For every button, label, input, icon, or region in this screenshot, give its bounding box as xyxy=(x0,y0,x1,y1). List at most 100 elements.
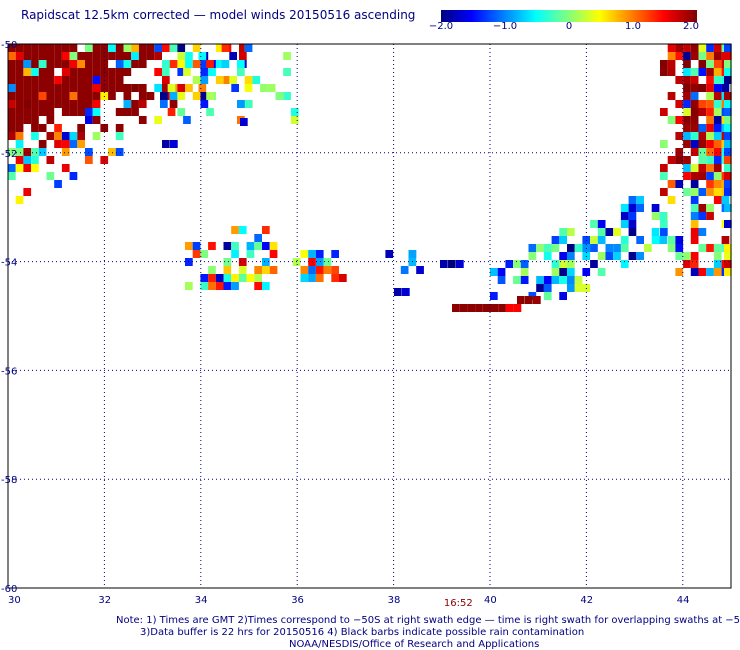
data-cell xyxy=(690,148,699,156)
data-cell xyxy=(77,52,85,60)
data-cell xyxy=(15,44,24,52)
data-cell xyxy=(237,60,245,68)
data-cell xyxy=(123,100,132,108)
data-cell xyxy=(315,258,324,266)
data-cell xyxy=(713,116,722,124)
data-cell xyxy=(15,196,24,204)
data-cell xyxy=(706,212,714,220)
data-cell xyxy=(683,68,691,76)
data-cell xyxy=(713,132,722,140)
data-cell xyxy=(61,108,70,116)
data-cell xyxy=(177,52,186,60)
data-cell xyxy=(237,68,245,76)
data-cell xyxy=(690,236,699,244)
data-cell xyxy=(290,108,299,116)
data-cell xyxy=(706,100,714,108)
data-cell xyxy=(698,244,707,252)
data-cell xyxy=(698,132,707,140)
data-cell xyxy=(23,100,32,108)
data-cell xyxy=(628,212,637,220)
data-cell xyxy=(505,260,514,268)
data-cell xyxy=(92,108,101,116)
data-cell xyxy=(533,296,541,304)
data-cell xyxy=(231,250,239,258)
colorbar-tick-label: −1.0 xyxy=(492,21,518,32)
data-cell xyxy=(46,84,55,92)
data-cell xyxy=(713,108,722,116)
data-cell xyxy=(323,266,332,274)
data-cell xyxy=(85,52,93,60)
data-cell xyxy=(85,156,93,164)
data-cell xyxy=(31,68,39,76)
data-cell xyxy=(31,52,39,60)
data-cell xyxy=(543,292,552,300)
data-cell xyxy=(724,260,732,268)
data-cell xyxy=(85,60,93,68)
data-cell xyxy=(23,116,32,124)
data-cell xyxy=(108,92,116,100)
data-cell xyxy=(221,44,230,52)
data-cell xyxy=(551,244,560,252)
data-cell xyxy=(721,236,730,244)
data-cell xyxy=(198,52,207,60)
data-cell xyxy=(690,92,699,100)
gridlines xyxy=(8,44,731,588)
data-cell xyxy=(331,250,339,258)
data-cell xyxy=(713,148,722,156)
data-cell xyxy=(23,108,32,116)
data-cell xyxy=(713,84,722,92)
data-cell xyxy=(8,116,16,124)
data-cell xyxy=(660,68,668,76)
data-cell xyxy=(724,172,732,180)
data-cell xyxy=(192,250,201,258)
data-cell xyxy=(713,180,722,188)
x-tick-label: 44 xyxy=(677,595,690,606)
data-cell xyxy=(300,274,309,282)
data-cell xyxy=(15,100,24,108)
data-cell xyxy=(597,228,606,236)
data-cell xyxy=(170,140,178,148)
data-cell xyxy=(667,116,676,124)
data-cell xyxy=(724,164,732,172)
data-cell xyxy=(8,124,16,132)
data-cell xyxy=(31,76,39,84)
data-cell xyxy=(238,266,247,274)
data-cell xyxy=(115,84,124,92)
data-cell xyxy=(38,108,47,116)
data-cell xyxy=(567,268,575,276)
swath-time-label: 16:52 xyxy=(443,598,473,609)
data-cell xyxy=(208,68,216,76)
data-cell xyxy=(636,204,644,212)
data-cell xyxy=(690,100,699,108)
data-cell xyxy=(8,108,16,116)
data-cell xyxy=(252,76,261,84)
data-cell xyxy=(169,92,178,100)
data-cell xyxy=(683,60,691,68)
data-cell xyxy=(698,228,707,236)
data-cell xyxy=(698,188,707,196)
data-cell xyxy=(15,148,24,156)
data-cell xyxy=(724,124,732,132)
data-cell xyxy=(559,228,567,236)
data-cell xyxy=(683,252,691,260)
data-cell xyxy=(574,284,583,292)
data-cell xyxy=(38,140,47,148)
data-cell xyxy=(92,84,101,92)
data-cell xyxy=(675,180,684,188)
data-cell xyxy=(192,92,201,100)
data-cell xyxy=(490,268,498,276)
data-cell xyxy=(206,92,214,100)
data-cell xyxy=(660,60,668,68)
data-cell xyxy=(513,260,521,268)
data-cell xyxy=(724,148,732,156)
data-cell xyxy=(131,44,139,52)
data-cell xyxy=(574,276,583,284)
data-cell xyxy=(408,250,417,258)
data-cell xyxy=(38,84,47,92)
data-cell xyxy=(597,252,606,260)
data-cell xyxy=(15,76,24,84)
data-cell xyxy=(223,76,232,84)
data-cell xyxy=(23,84,32,92)
data-cell xyxy=(192,60,201,68)
data-cell xyxy=(115,60,124,68)
